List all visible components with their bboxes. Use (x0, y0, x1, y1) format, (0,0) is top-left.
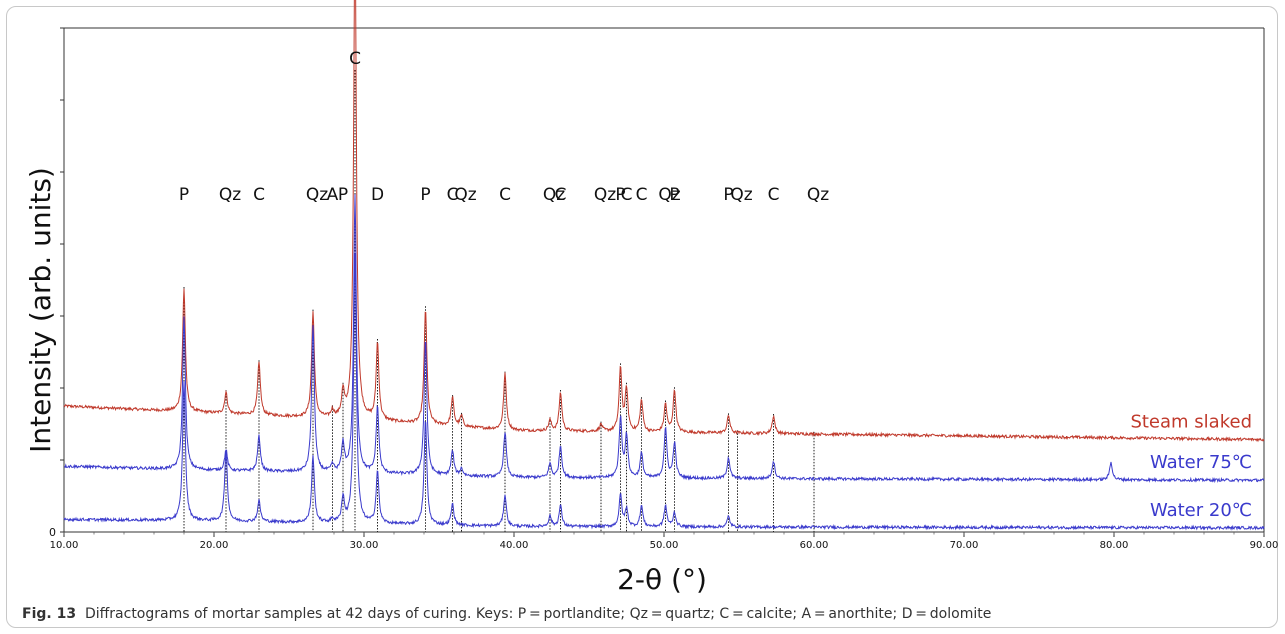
peak-label: P (723, 185, 733, 205)
peak-label: P (338, 185, 348, 205)
series-label: Steam slaked (1130, 411, 1252, 432)
x-axis-label: 2-θ (°) (617, 563, 707, 596)
x-tick-label: 10.00 (50, 540, 79, 551)
figure-caption-text: Diffractograms of mortar samples at 42 d… (84, 606, 992, 622)
series-group (63, 0, 1265, 531)
peak-label: Qz (219, 185, 241, 205)
peak-label: C (447, 185, 459, 205)
y-axis-label: Intensity (arb. units) (24, 167, 57, 453)
peak-label: Qz (454, 185, 476, 205)
peak-label: P (179, 185, 189, 205)
x-tick-label: 50.00 (650, 540, 679, 551)
peak-label: Qz (594, 185, 616, 205)
peak-label: Qz (730, 185, 752, 205)
peak-label: C (555, 185, 567, 205)
peak-label: C (499, 185, 511, 205)
figure-label: Fig. 13 (22, 606, 77, 622)
series-label: Water 20℃ (1150, 500, 1252, 521)
x-tick-label: 70.00 (950, 540, 979, 551)
peak-label: C (636, 185, 648, 205)
x-tick-label: 40.00 (500, 540, 529, 551)
axes: 010.00 20.00 30.00 40.00 50.00 60.00 70.00 80.0… (49, 27, 1279, 551)
series-labels: Steam slaked Water 75℃ Water 20℃ (1130, 411, 1252, 520)
peak-label: C (253, 185, 265, 205)
xrd-chart: 010.00 20.00 30.00 40.00 50.00 60.00 70.00 80.0… (24, 0, 1279, 596)
peak-label: P (615, 185, 625, 205)
series-line-2 (63, 253, 1265, 531)
peak-label: Qz (306, 185, 328, 205)
peak-label: Qz (543, 185, 565, 205)
peak-label: P (420, 185, 430, 205)
peak-label: A (327, 185, 339, 205)
peak-label: Qz (807, 185, 829, 205)
x-tick-label: 60.00 (800, 540, 829, 551)
series-label: Water 75℃ (1150, 452, 1252, 473)
figure-caption: Fig. 13 Diffractograms of mortar samples… (22, 606, 991, 622)
peak-label: Qz (658, 185, 680, 205)
x-tick-label: 20.00 (200, 540, 229, 551)
peak-label: C (768, 185, 780, 205)
peak-label: C (621, 185, 633, 205)
y-tick-label: 0 (49, 526, 56, 539)
peak-label: D (371, 185, 384, 205)
series-line-0 (63, 0, 1265, 443)
x-tick-label: 80.00 (1100, 540, 1129, 551)
reference-lines (183, 70, 815, 532)
x-tick-label: 90.00 (1250, 540, 1279, 551)
x-tick-label: 30.00 (350, 540, 379, 551)
series-line-1 (63, 194, 1265, 484)
peak-label: C (349, 49, 361, 69)
figure-frame (6, 6, 1278, 628)
peak-labels: P Qz C QzA PCD P CQz C QzC Qz PC C QzP PQz C Qz (179, 49, 829, 205)
peak-label: P (669, 185, 679, 205)
